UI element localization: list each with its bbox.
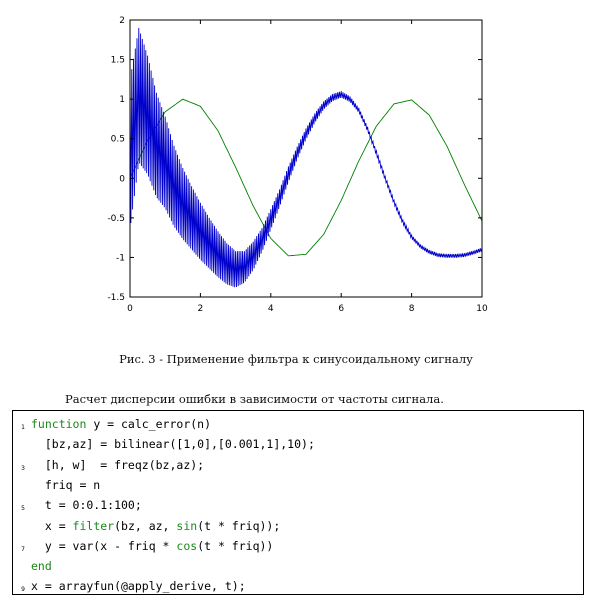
series-line-2 — [129, 27, 483, 288]
figure-plot: 0 2 4 6 8 10 -1.5 -1 -0.5 0 0.5 1 1.5 2 — [107, 16, 488, 314]
series-line-1 — [129, 98, 483, 257]
y-tick-label: 1.5 — [111, 56, 125, 66]
line-number: 1 — [21, 424, 25, 431]
figure-caption: Рис. 3 - Применение фильтра к синусоидал… — [119, 352, 473, 366]
code-line: x = filter(bz, az, sin(t * friq)); — [31, 518, 281, 533]
line-number: 3 — [21, 464, 25, 472]
y-tick-label: -1.5 — [107, 293, 125, 303]
x-tick-label: 10 — [476, 304, 488, 314]
axis-ticks: 0 2 4 6 8 10 -1.5 -1 -0.5 0 0.5 1 1.5 2 — [107, 16, 488, 314]
code-listing: 1 3 5 7 9 function y = calc_error(n) [bz,az]… — [12, 410, 584, 595]
line-number: 7 — [21, 545, 25, 553]
y-tick-label: 0.5 — [111, 135, 125, 145]
y-tick-label: 0 — [119, 174, 125, 184]
code-line: function y = calc_error(n) — [31, 417, 212, 431]
code-line: t = 0:0.1:100; — [31, 498, 142, 513]
line-number: 9 — [21, 586, 25, 594]
plot-axes-box — [129, 19, 483, 298]
code-line: end — [31, 559, 52, 574]
code-line: [bz,az] = bilinear([1,0],[0.001,1],10); — [31, 437, 315, 452]
code-line: [h, w] = freqz(bz,az); — [31, 457, 205, 472]
x-tick-label: 2 — [198, 304, 204, 314]
plot-lines — [129, 27, 483, 288]
code-line: x = arrayfun(@apply_derive, t); — [31, 579, 246, 594]
y-tick-label: 2 — [119, 16, 125, 26]
x-tick-label: 6 — [338, 304, 344, 314]
line-number: 5 — [21, 505, 25, 513]
y-tick-label: -0.5 — [107, 214, 125, 224]
paragraph-text: Расчет дисперсии ошибки в зависимости от… — [65, 392, 444, 406]
y-tick-label: 1 — [119, 95, 125, 105]
y-tick-label: -1 — [116, 253, 125, 263]
x-tick-label: 8 — [409, 304, 415, 314]
code-line: y = var(x - friq * cos(t * friq)) — [31, 538, 274, 553]
x-tick-label: 0 — [127, 304, 133, 314]
x-tick-label: 4 — [268, 304, 274, 314]
code-line: friq = n — [31, 477, 101, 492]
